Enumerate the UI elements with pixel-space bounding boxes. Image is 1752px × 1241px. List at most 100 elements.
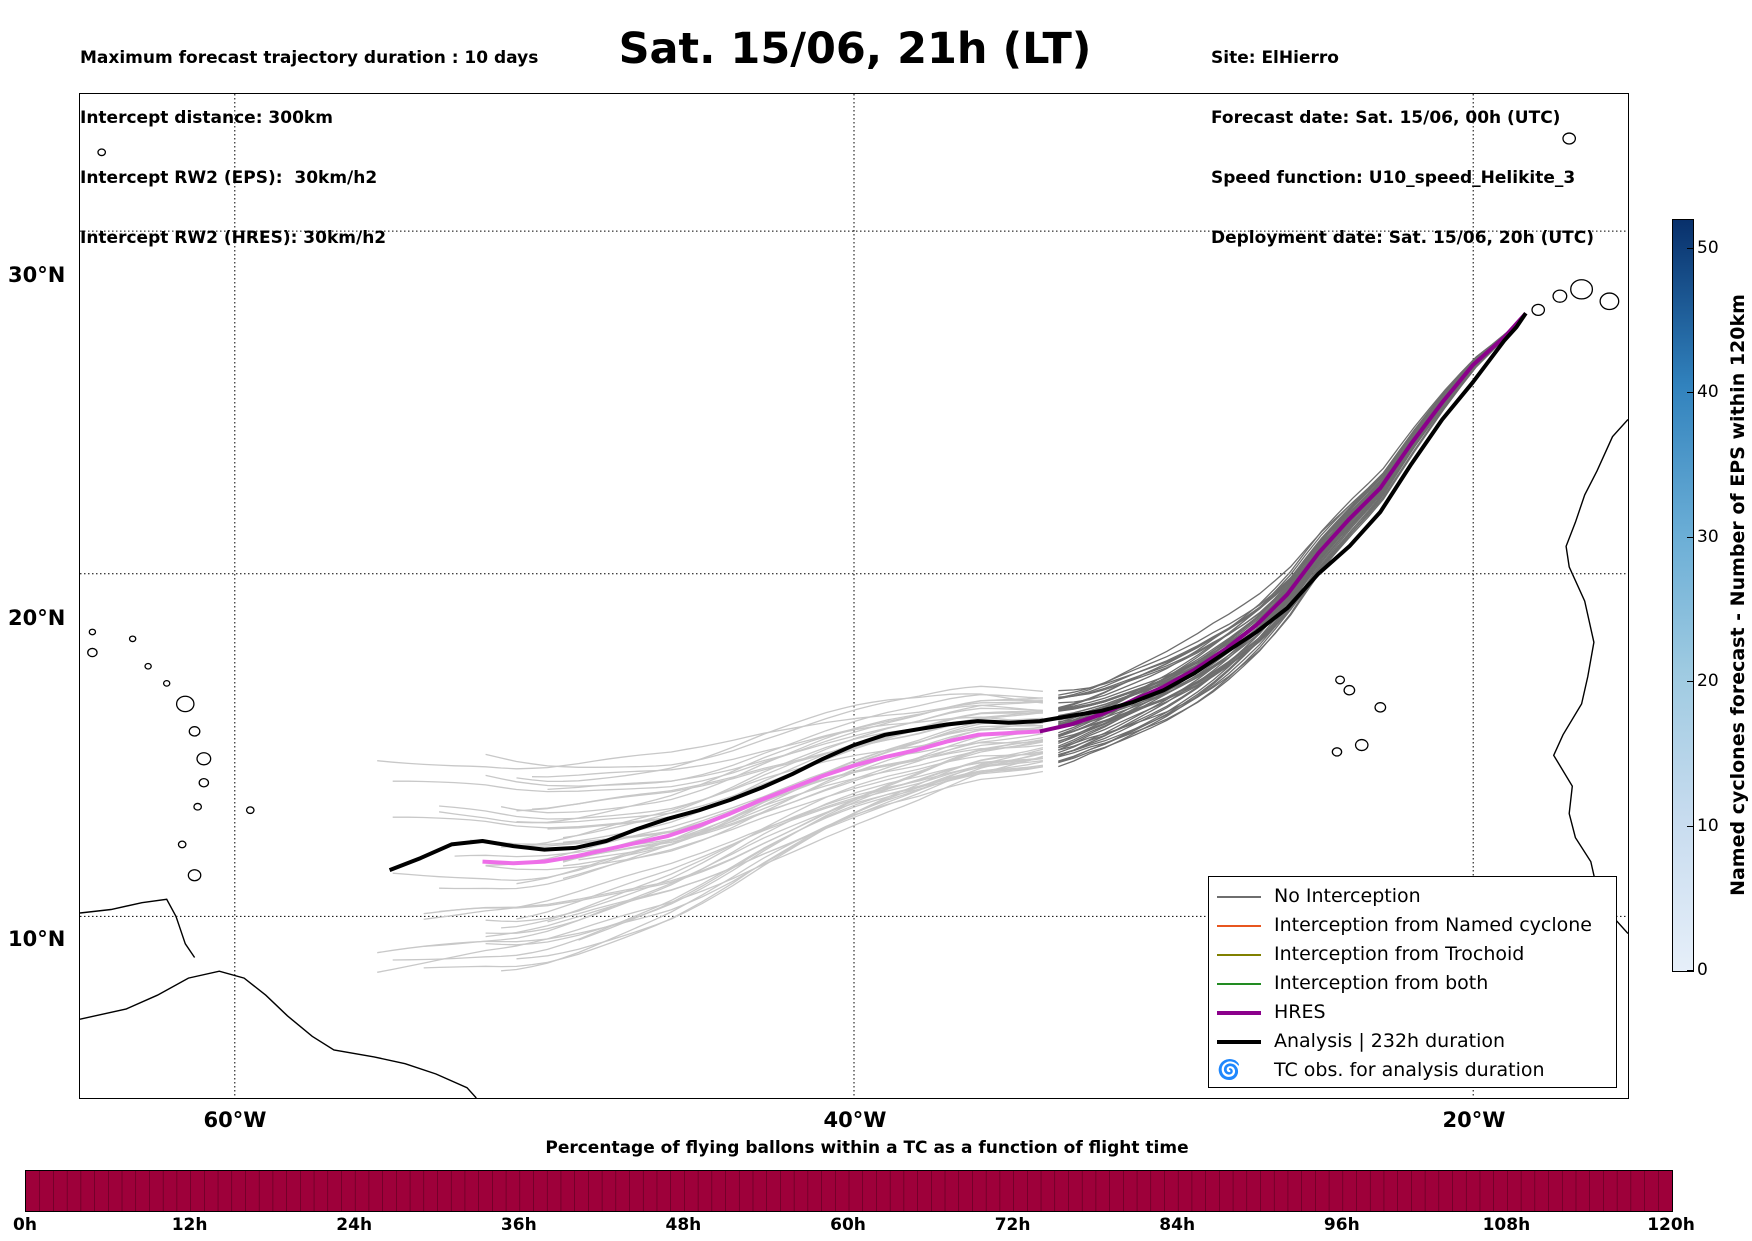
lat-tick-label: 20°N: [8, 606, 66, 630]
ensemble-track: [439, 744, 1043, 890]
island: [1562, 132, 1577, 145]
ensemble-track: [377, 755, 1044, 973]
legend-item-hres: HRES: [1209, 999, 1614, 1028]
island: [162, 679, 171, 687]
ensemble-track: [501, 770, 1044, 972]
legend-item-analysis: Analysis | 232h duration: [1209, 1028, 1614, 1057]
legend-swatch: [1217, 1040, 1261, 1044]
main-title: Sat. 15/06, 21h (LT): [618, 24, 1092, 74]
island: [196, 752, 212, 766]
ensemble-track: [547, 748, 1044, 923]
island: [1331, 747, 1343, 757]
lat-tick-label: 10°N: [8, 927, 66, 951]
hres-track-early: [482, 729, 1040, 866]
timebar-tick-label: 72h: [994, 1215, 1031, 1235]
island: [1354, 738, 1369, 752]
ensemble-trajectories: [377, 316, 1524, 973]
info-left-block: Maximum forecast trajectory duration : 1…: [80, 8, 538, 268]
timebar-tick-label: 36h: [500, 1215, 537, 1235]
info-right-line: Site: ElHierro: [1211, 48, 1339, 68]
colorbar-tick-mark: [1687, 681, 1693, 683]
colorbar-tick-mark: [1687, 970, 1693, 971]
colorbar-tick-mark: [1687, 825, 1693, 827]
ensemble-track: [1058, 316, 1524, 720]
island: [175, 695, 195, 713]
island: [144, 662, 152, 670]
island: [97, 148, 107, 157]
colorbar-tick-label: 30: [1697, 526, 1719, 547]
colorbar-tick-mark: [1687, 247, 1693, 249]
info-left-line: Intercept distance: 300km: [80, 108, 333, 128]
ensemble-track: [423, 765, 1043, 969]
ensemble-track: [1058, 316, 1524, 699]
legend-label: Interception from Named cyclone: [1274, 914, 1592, 936]
cyclone-symbol-icon: 🌀: [1217, 1059, 1241, 1081]
island: [187, 869, 202, 882]
main-trajectories: [388, 311, 1528, 872]
legend-swatch: [1217, 954, 1261, 956]
legend-label: No Interception: [1274, 885, 1421, 907]
ensemble-track: [1058, 316, 1524, 725]
legend-item-both: Interception from both: [1209, 970, 1614, 999]
legend-item-tc-obs: 🌀 TC obs. for analysis duration: [1209, 1057, 1614, 1086]
lon-tick-label: 40°W: [823, 1108, 887, 1132]
ensemble-track: [1058, 316, 1524, 730]
trajectory-map[interactable]: [80, 94, 1628, 1098]
ensemble-track: [1058, 316, 1524, 723]
info-right-block: Site: ElHierro Forecast date: Sat. 15/06…: [1211, 8, 1594, 268]
island: [1335, 675, 1346, 685]
legend-label: Interception from both: [1274, 972, 1489, 994]
legend-item-no-interception: No Interception: [1209, 883, 1614, 912]
colorbar-tick-label: 10: [1697, 815, 1719, 836]
ensemble-track: [1058, 316, 1524, 738]
legend-swatch: [1217, 925, 1261, 927]
ensemble-track: [1058, 316, 1524, 710]
ensemble-track: [1058, 316, 1524, 700]
coastline: [1552, 419, 1628, 934]
ensemble-track: [1058, 316, 1524, 704]
island: [1343, 684, 1356, 696]
colorbar-tick-label: 0: [1697, 960, 1708, 980]
island: [1599, 292, 1620, 311]
timebar-tick-label: 12h: [171, 1215, 208, 1235]
legend-swatch: [1217, 1011, 1261, 1015]
colorbar-label: Named cyclones forecast - Number of EPS …: [1727, 294, 1749, 896]
lat-tick-label: 30°N: [8, 263, 66, 287]
legend-item-named-cyclone: Interception from Named cyclone: [1209, 912, 1614, 941]
ensemble-track: [1058, 316, 1524, 727]
ensemble-track: [1058, 316, 1524, 729]
ensemble-track: [1058, 316, 1524, 725]
ensemble-track: [1058, 316, 1524, 696]
ensemble-track: [1058, 316, 1524, 721]
hres-track: [1039, 311, 1528, 734]
ensemble-track: [562, 728, 1044, 862]
island: [1374, 702, 1387, 713]
ensemble-track: [562, 739, 1044, 880]
ensemble-track: [1058, 316, 1524, 726]
ensemble-track: [1058, 316, 1524, 727]
timebar-tick-label: 96h: [1323, 1215, 1360, 1235]
info-right-line: Forecast date: Sat. 15/06, 00h (UTC): [1211, 108, 1561, 128]
ensemble-track: [500, 704, 1043, 814]
colorbar: [1672, 219, 1694, 972]
timebar-title: Percentage of flying ballons within a TC…: [545, 1138, 1189, 1158]
ensemble-track: [516, 741, 1044, 885]
timebar-tick-label: 60h: [830, 1215, 866, 1235]
ensemble-track: [485, 685, 1043, 768]
ensemble-track: [1058, 316, 1524, 699]
legend-label: TC obs. for analysis duration: [1274, 1059, 1545, 1081]
legend-swatch: [1217, 983, 1261, 985]
coastline: [80, 970, 477, 1098]
lon-tick-label: 20°W: [1442, 1108, 1506, 1132]
timebar-tick-label: 120h: [1647, 1215, 1695, 1235]
timebar-tick-label: 48h: [665, 1215, 702, 1235]
ensemble-track: [1058, 316, 1524, 712]
ensemble-track: [1058, 316, 1524, 711]
ensemble-track: [516, 752, 1044, 920]
coastlines: [80, 132, 1628, 1098]
legend: No Interception Interception from Named …: [1208, 876, 1617, 1088]
colorbar-tick-label: 20: [1697, 671, 1719, 692]
timebar-tick-label: 84h: [1159, 1215, 1196, 1235]
island: [245, 806, 255, 815]
colorbar-tick-mark: [1687, 392, 1693, 394]
